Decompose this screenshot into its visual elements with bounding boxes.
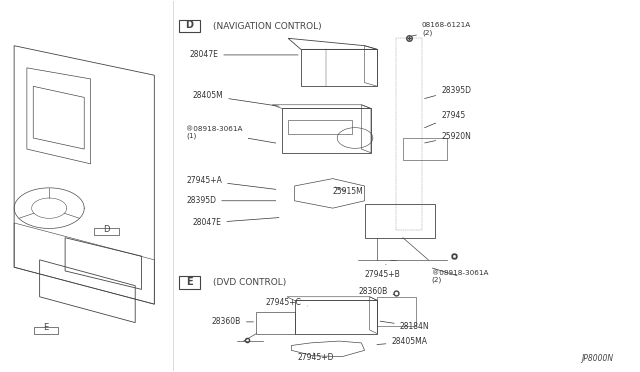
Text: 28395D: 28395D <box>186 196 276 205</box>
Text: (NAVIGATION CONTROL): (NAVIGATION CONTROL) <box>213 22 321 31</box>
Text: 28047E: 28047E <box>193 218 279 227</box>
Text: 25915M: 25915M <box>333 187 364 196</box>
Text: 27945+C: 27945+C <box>266 298 307 307</box>
Text: 27945+B: 27945+B <box>365 264 401 279</box>
Text: 28395D: 28395D <box>424 86 471 99</box>
Text: E: E <box>186 277 193 287</box>
Text: (DVD CONTROL): (DVD CONTROL) <box>213 278 286 287</box>
Text: E: E <box>44 323 49 332</box>
Text: ®08918-3061A
(2): ®08918-3061A (2) <box>431 268 488 283</box>
Text: D: D <box>103 225 110 234</box>
Bar <box>288 119 352 134</box>
Text: 25920N: 25920N <box>425 132 471 143</box>
Text: 28047E: 28047E <box>189 51 298 60</box>
Text: 27945+D: 27945+D <box>298 353 334 362</box>
Text: 27945+A: 27945+A <box>186 176 276 189</box>
Text: D: D <box>186 20 193 31</box>
Text: JP8000N: JP8000N <box>581 354 613 363</box>
Text: 08168-6121A
(2): 08168-6121A (2) <box>412 22 471 36</box>
Text: 28405MA: 28405MA <box>377 337 428 346</box>
Text: 28184N: 28184N <box>380 321 429 331</box>
Text: 28360B: 28360B <box>358 287 394 296</box>
Text: 28405M: 28405M <box>193 91 279 106</box>
Text: ®08918-3061A
(1): ®08918-3061A (1) <box>186 126 276 143</box>
Text: 27945: 27945 <box>424 111 465 128</box>
Text: 28360B: 28360B <box>212 317 253 326</box>
